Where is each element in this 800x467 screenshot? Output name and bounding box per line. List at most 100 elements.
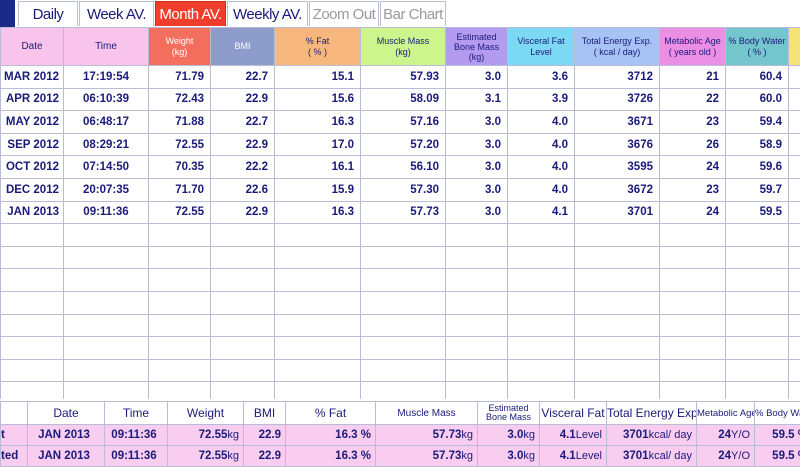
summary-cell-weight: 72.55kg xyxy=(167,445,244,467)
tab-daily[interactable]: Daily xyxy=(18,1,78,26)
table-row[interactable]: MAY 2012 06:48:17 71.88 22.7 16.3 57.16 3.0 4.0… xyxy=(0,110,800,134)
tab-zoom-out[interactable]: Zoom Out xyxy=(309,1,379,26)
summary-visceral-unit: Level xyxy=(575,429,602,441)
cell-bmi: 22.7 xyxy=(210,65,275,89)
summary-cell-date: JAN 2013 xyxy=(27,445,105,467)
cell-time xyxy=(63,290,149,315)
cell-metage: 21 xyxy=(659,65,726,89)
summary-energy: 3701 xyxy=(622,450,649,462)
cell-overflow xyxy=(788,223,800,247)
cell-time xyxy=(63,358,149,383)
empty-table-row[interactable] xyxy=(0,336,800,360)
col-header-time[interactable]: Time xyxy=(63,27,149,66)
tab-week-av[interactable]: Week AV. xyxy=(79,1,154,26)
empty-table-row[interactable] xyxy=(0,381,800,399)
summary-header-bone-line2: Bone Mass xyxy=(485,412,532,422)
empty-table-row[interactable] xyxy=(0,358,800,383)
summary-cell-date: JAN 2013 xyxy=(27,424,105,446)
cell-metage xyxy=(659,268,726,292)
cell-visceral xyxy=(507,290,575,315)
summary-metage-unit: Y/O xyxy=(731,450,750,462)
col-header-body-water[interactable]: % Body Water( % ) xyxy=(725,27,789,66)
col-header-bone[interactable]: Estimated Bone Mass (kg) xyxy=(445,27,508,66)
cell-date xyxy=(0,268,64,292)
summary-header-bone-line1: Estimated xyxy=(488,403,529,413)
empty-table-row[interactable] xyxy=(0,313,800,338)
col-header-water-line1: % Body Water xyxy=(728,35,786,46)
cell-weight xyxy=(148,223,211,247)
cell-energy xyxy=(574,268,660,292)
cell-visceral xyxy=(507,223,575,247)
table-row[interactable]: MAR 2012 17:19:54 71.79 22.7 15.1 57.93 3.0 3.6… xyxy=(0,65,800,89)
summary-bone: 3.0 xyxy=(507,450,524,462)
cell-overflow xyxy=(788,313,800,338)
cell-weight xyxy=(148,290,211,315)
table-row[interactable]: APR 2012 06:10:39 72.43 22.9 15.6 58.09 3.1 3.9… xyxy=(0,87,800,112)
summary-header-row: Date Time Weight BMI % Fat Muscle Mass E… xyxy=(0,401,800,425)
cell-bmi xyxy=(210,336,275,360)
summary-water-unit: % xyxy=(798,450,800,462)
table-row[interactable]: OCT 2012 07:14:50 70.35 22.2 16.1 56.10 3.0 4.0… xyxy=(0,155,800,179)
col-header-metabolic-age[interactable]: Metabolic Age( years old ) xyxy=(659,27,726,66)
tab-bar-chart[interactable]: Bar Chart xyxy=(380,1,446,26)
empty-table-row[interactable] xyxy=(0,290,800,315)
table-row[interactable]: JAN 2013 09:11:36 72.55 22.9 16.3 57.73 3.0 4.1… xyxy=(0,200,800,225)
cell-bone xyxy=(445,381,508,399)
summary-row[interactable]: ted JAN 2013 09:11:36 72.55kg 22.9 16.3 % 57.7… xyxy=(0,445,800,467)
col-header-weight[interactable]: Weight (kg) xyxy=(148,27,211,66)
summary-row[interactable]: t JAN 2013 09:11:36 72.55kg 22.9 16.3 % 57.73k… xyxy=(0,424,800,446)
col-header-time-label: Time xyxy=(95,41,117,52)
cell-bmi xyxy=(210,245,275,270)
empty-table-row[interactable] xyxy=(0,268,800,292)
cell-water: 59.5 xyxy=(725,200,789,225)
cell-time: 20:07:35 xyxy=(63,177,149,202)
cell-date xyxy=(0,336,64,360)
cell-metage: 22 xyxy=(659,87,726,112)
cell-bone xyxy=(445,268,508,292)
summary-header-bone: Estimated Bone Mass xyxy=(477,401,540,425)
table-row[interactable]: SEP 2012 08:29:21 72.55 22.9 17.0 57.20 3.0 4.0… xyxy=(0,132,800,157)
summary-date: JAN 2013 xyxy=(38,429,90,441)
cell-date: MAY 2012 xyxy=(0,110,64,134)
empty-table-row[interactable] xyxy=(0,245,800,270)
col-header-fat[interactable]: % Fat( % ) xyxy=(274,27,361,66)
cell-weight: 72.43 xyxy=(148,87,211,112)
cell-fat: 16.1 xyxy=(274,155,361,179)
cell-fat xyxy=(274,268,361,292)
cell-metage xyxy=(659,313,726,338)
cell-time xyxy=(63,268,149,292)
summary-cell-label: ted xyxy=(0,445,28,467)
cell-visceral xyxy=(507,336,575,360)
summary-metage: 24 xyxy=(718,429,732,441)
empty-table-row[interactable] xyxy=(0,223,800,247)
tab-month-av[interactable]: Month AV. xyxy=(155,1,226,26)
summary-header-energy: Total Energy Exp. xyxy=(606,401,697,425)
cell-bmi xyxy=(210,358,275,383)
tab-weekly-av[interactable]: Weekly AV. xyxy=(227,1,308,26)
summary-bmi: 22.9 xyxy=(258,429,281,441)
col-header-date[interactable]: Date xyxy=(0,27,64,66)
cell-fat: 17.0 xyxy=(274,132,361,157)
summary-row-label: t xyxy=(1,429,5,441)
col-header-bone-line2: Bone Mass xyxy=(453,41,500,52)
cell-energy xyxy=(574,336,660,360)
summary-energy-unit: kcal/ day xyxy=(648,450,692,462)
cell-overflow xyxy=(788,336,800,360)
col-header-bmi[interactable]: BMI xyxy=(210,27,275,66)
cell-fat xyxy=(274,381,361,399)
cell-bone: 3.1 xyxy=(445,87,508,112)
table-row[interactable]: DEC 2012 20:07:35 71.70 22.6 15.9 57.30 3.0 4.0… xyxy=(0,177,800,202)
cell-muscle xyxy=(360,223,446,247)
col-header-visceral[interactable]: Visceral Fat Level xyxy=(507,27,575,66)
cell-date xyxy=(0,358,64,383)
cell-bone: 3.0 xyxy=(445,110,508,134)
cell-date: OCT 2012 xyxy=(0,155,64,179)
cell-date xyxy=(0,313,64,338)
col-header-next[interactable] xyxy=(788,27,800,66)
col-header-energy[interactable]: Total Energy Exp.( kcal / day) xyxy=(574,27,660,66)
col-header-muscle[interactable]: Muscle Mass (kg) xyxy=(360,27,446,66)
cell-water: 59.7 xyxy=(725,177,789,202)
cell-water: 58.9 xyxy=(725,132,789,157)
cell-fat xyxy=(274,336,361,360)
cell-energy: 3672 xyxy=(574,177,660,202)
